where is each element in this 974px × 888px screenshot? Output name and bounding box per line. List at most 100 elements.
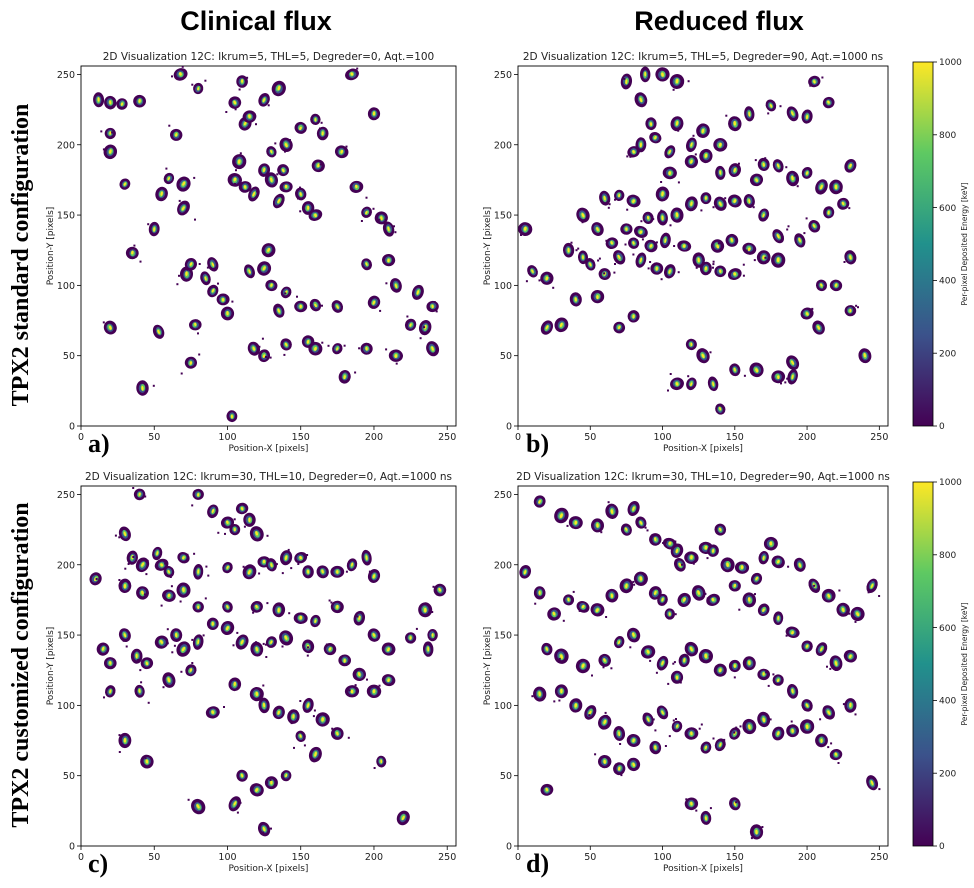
cluster-point bbox=[338, 370, 351, 384]
stray-pixel bbox=[603, 272, 606, 275]
stray-pixel bbox=[655, 241, 658, 244]
cluster-point bbox=[302, 639, 315, 654]
cluster-point bbox=[426, 300, 439, 313]
cluster-point bbox=[367, 569, 381, 583]
cluster-point bbox=[626, 734, 641, 747]
stray-pixel bbox=[264, 643, 267, 646]
stray-pixel bbox=[178, 199, 181, 202]
cluster-point bbox=[822, 96, 835, 109]
cluster-point bbox=[118, 526, 131, 542]
cluster-point bbox=[242, 110, 257, 123]
stray-pixel bbox=[605, 239, 608, 242]
cluster-point bbox=[742, 242, 757, 255]
stray-pixel bbox=[578, 296, 581, 299]
cluster-point bbox=[155, 186, 168, 202]
cluster-point bbox=[554, 317, 569, 333]
cluster-point bbox=[250, 641, 264, 657]
stray-pixel bbox=[122, 639, 125, 642]
stray-pixel bbox=[548, 275, 551, 277]
stray-pixel bbox=[144, 593, 146, 596]
y-axis-label: Position-Y [pixels] bbox=[483, 627, 493, 706]
cluster-point bbox=[821, 588, 836, 603]
stray-pixel bbox=[242, 565, 245, 568]
stray-pixel bbox=[204, 79, 207, 82]
stray-pixel bbox=[602, 666, 605, 669]
x-tick-label: 250 bbox=[870, 852, 888, 863]
cluster-point bbox=[258, 92, 270, 107]
cluster-point bbox=[308, 209, 323, 221]
cluster-point bbox=[626, 194, 641, 208]
stray-pixel bbox=[673, 661, 676, 664]
x-tick-label: 0 bbox=[515, 852, 521, 863]
cluster-point bbox=[684, 797, 699, 811]
cluster-point bbox=[771, 555, 785, 569]
cluster-point bbox=[295, 187, 307, 201]
x-tick-label: 250 bbox=[438, 852, 456, 863]
stray-pixel bbox=[187, 798, 190, 801]
cluster-point bbox=[649, 740, 662, 755]
cluster-point bbox=[801, 640, 813, 653]
stray-pixel bbox=[769, 718, 772, 721]
stray-pixel bbox=[166, 642, 169, 645]
stray-pixel bbox=[697, 133, 700, 136]
stray-pixel bbox=[745, 196, 747, 199]
cluster-point bbox=[243, 512, 256, 527]
stray-pixel bbox=[235, 169, 237, 172]
cluster-point bbox=[103, 320, 117, 335]
x-tick-label: 250 bbox=[870, 432, 888, 443]
cluster-point bbox=[772, 159, 784, 173]
stray-pixel bbox=[256, 190, 259, 193]
stray-pixel bbox=[206, 266, 209, 269]
stray-pixel bbox=[191, 83, 194, 86]
stray-pixel bbox=[687, 375, 690, 378]
stray-pixel bbox=[649, 261, 652, 263]
stray-pixel bbox=[385, 348, 388, 351]
stray-pixel bbox=[803, 232, 806, 235]
cluster-point bbox=[568, 516, 583, 530]
stray-pixel bbox=[750, 837, 753, 840]
cluster-point bbox=[376, 755, 387, 768]
stray-pixel bbox=[236, 811, 239, 814]
stray-pixel bbox=[786, 228, 789, 231]
cluster-point bbox=[713, 196, 727, 211]
stray-pixel bbox=[207, 574, 210, 577]
cluster-point bbox=[173, 68, 188, 81]
cluster-point bbox=[696, 348, 710, 364]
panel-letter: a) bbox=[88, 429, 110, 458]
cluster-point bbox=[352, 667, 366, 682]
cluster-point bbox=[635, 137, 647, 153]
stray-pixel bbox=[162, 686, 165, 689]
stray-pixel bbox=[660, 181, 663, 183]
cluster-point bbox=[575, 658, 591, 674]
stray-pixel bbox=[754, 159, 757, 162]
stray-pixel bbox=[855, 304, 858, 307]
cluster-point bbox=[700, 810, 712, 825]
stray-pixel bbox=[607, 501, 610, 504]
stray-pixel bbox=[169, 576, 172, 578]
stray-pixel bbox=[299, 700, 302, 702]
stray-pixel bbox=[695, 266, 698, 269]
stray-pixel bbox=[677, 271, 680, 274]
stray-pixel bbox=[843, 261, 846, 263]
stray-pixel bbox=[742, 263, 745, 266]
cluster-point bbox=[677, 592, 691, 607]
y-tick-label: 250 bbox=[57, 70, 75, 81]
stray-pixel bbox=[232, 644, 235, 647]
plot-area bbox=[517, 65, 889, 427]
cluster-point bbox=[519, 565, 532, 579]
cluster-point bbox=[257, 821, 271, 837]
stray-pixel bbox=[252, 611, 255, 614]
stray-pixel bbox=[124, 567, 127, 570]
cluster-point bbox=[279, 630, 294, 646]
stray-pixel bbox=[225, 570, 228, 573]
stray-pixel bbox=[378, 684, 381, 687]
stray-pixel bbox=[624, 243, 627, 246]
stray-pixel bbox=[358, 347, 361, 350]
stray-pixel bbox=[790, 720, 793, 723]
stray-pixel bbox=[622, 734, 625, 737]
cluster-point bbox=[191, 798, 206, 815]
stray-pixel bbox=[171, 75, 173, 78]
cluster-point bbox=[844, 305, 857, 317]
stray-pixel bbox=[393, 225, 395, 228]
y-tick-label: 0 bbox=[69, 842, 75, 853]
